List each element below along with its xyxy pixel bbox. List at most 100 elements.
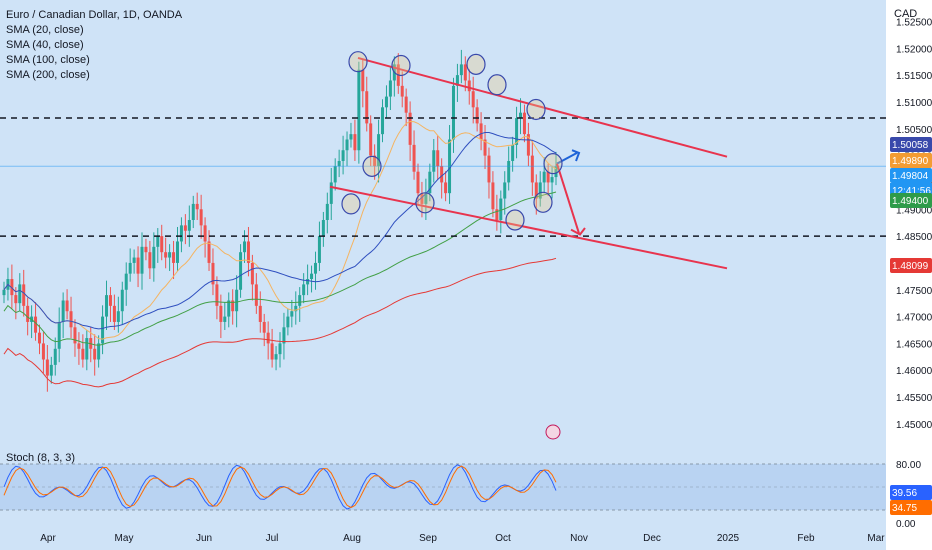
candle-body (428, 171, 432, 194)
legend-sma200[interactable]: SMA (200, close) (6, 69, 90, 81)
candle-body (329, 182, 333, 204)
candle-body (101, 316, 105, 344)
candle-body (120, 289, 124, 312)
candle-body (388, 80, 392, 97)
legend-sma100[interactable]: SMA (100, close) (6, 54, 90, 66)
price-badge: 1.48099 (892, 261, 929, 272)
x-tick-label: Sep (419, 533, 437, 544)
candle-body (310, 273, 314, 280)
candle-body (321, 220, 325, 237)
pivot-circle (487, 74, 507, 96)
stoch-d-badge: 34.75 (892, 503, 917, 514)
candle-body (124, 273, 128, 290)
x-tick-label: Jul (266, 533, 279, 544)
candle-body (404, 96, 408, 113)
candle-body (294, 305, 298, 312)
legend-sma20[interactable]: SMA (20, close) (6, 24, 84, 36)
sma100-line (3, 191, 557, 346)
bearish-arrow-line (556, 163, 580, 234)
candle-body (77, 343, 81, 349)
candle-body (511, 144, 515, 161)
candle-body (467, 80, 471, 92)
candle-body (254, 284, 258, 306)
candle-body (187, 220, 191, 231)
candle-body (45, 359, 49, 376)
bullish-arrow-head (571, 149, 581, 162)
candle-body (317, 236, 321, 263)
candle-body (183, 225, 187, 231)
candle-body (231, 300, 235, 312)
stoch-k-badge: 39.56 (892, 488, 917, 499)
candle-body (116, 311, 120, 322)
candle-body (479, 123, 483, 140)
candle-body (365, 91, 369, 124)
candle-body (522, 112, 526, 135)
pivot-circle (348, 51, 368, 73)
candle-body (475, 107, 479, 124)
legend-sma40[interactable]: SMA (40, close) (6, 39, 84, 51)
pivot-circle (526, 98, 546, 121)
price-badge-bg (890, 258, 932, 273)
x-tick-label: Dec (643, 533, 661, 544)
candle-body (495, 209, 499, 220)
candle-body (463, 64, 467, 81)
time-axis-panel (0, 528, 886, 550)
y-tick-label: 1.49000 (896, 205, 932, 216)
price-badge: 1.49804 (892, 171, 929, 182)
y-tick-label: 1.45000 (896, 420, 932, 431)
candle-body (444, 182, 448, 194)
candle-body (361, 69, 365, 92)
candle-body (250, 262, 254, 285)
candle-body (416, 171, 420, 194)
y-tick-label: 1.46500 (896, 339, 932, 350)
stoch-legend[interactable]: Stoch (8, 3, 3) (6, 452, 76, 464)
candle-body (168, 252, 172, 258)
candle-body (215, 284, 219, 306)
candle-body (160, 236, 164, 253)
pivot-circle (543, 153, 563, 175)
channel-lower-line (329, 185, 728, 270)
y-tick-label: 1.48500 (896, 232, 932, 243)
x-tick-label: Apr (40, 533, 56, 544)
candle-body (105, 295, 109, 317)
x-tick-label: May (115, 533, 134, 544)
candle-body (164, 252, 168, 258)
candle-body (175, 241, 179, 263)
candle-body (384, 96, 388, 108)
pivot-circle (415, 192, 435, 214)
candle-body (22, 284, 26, 306)
price-badge: 1.49400 (892, 196, 929, 207)
candle-body (18, 284, 22, 304)
currency-label[interactable]: CAD (894, 8, 918, 20)
candle-body (53, 348, 57, 365)
candle-body (526, 134, 530, 156)
candle-body (41, 343, 45, 360)
candle-body (491, 182, 495, 210)
candle-body (436, 150, 440, 167)
candle-body (546, 171, 550, 183)
price-badge-bg (890, 168, 932, 183)
stoch-k-line (3, 464, 557, 510)
candle-body (270, 343, 274, 360)
candle-body (191, 203, 195, 220)
pivot-circle (505, 209, 525, 231)
y-tick-label: 1.46000 (896, 366, 932, 377)
candle-body (274, 354, 278, 360)
y-tick-label: 1.45500 (896, 393, 932, 404)
legend-title: Euro / Canadian Dollar, 1D, OANDA (6, 9, 183, 21)
candle-body (207, 241, 211, 263)
candle-body (432, 150, 436, 172)
candle-body (400, 85, 404, 97)
bullish-arrow-line (556, 152, 578, 165)
candle-body (258, 305, 262, 322)
y-tick-label: 1.51500 (896, 71, 932, 82)
candle-body (266, 332, 270, 344)
candle-body (424, 193, 428, 204)
candle-body (534, 182, 538, 199)
candle-body (337, 160, 341, 167)
candle-body (519, 112, 523, 119)
candle-body (2, 289, 6, 296)
y-tick-label: 1.52000 (896, 44, 932, 55)
stoch-k-badge-bg (890, 485, 932, 500)
